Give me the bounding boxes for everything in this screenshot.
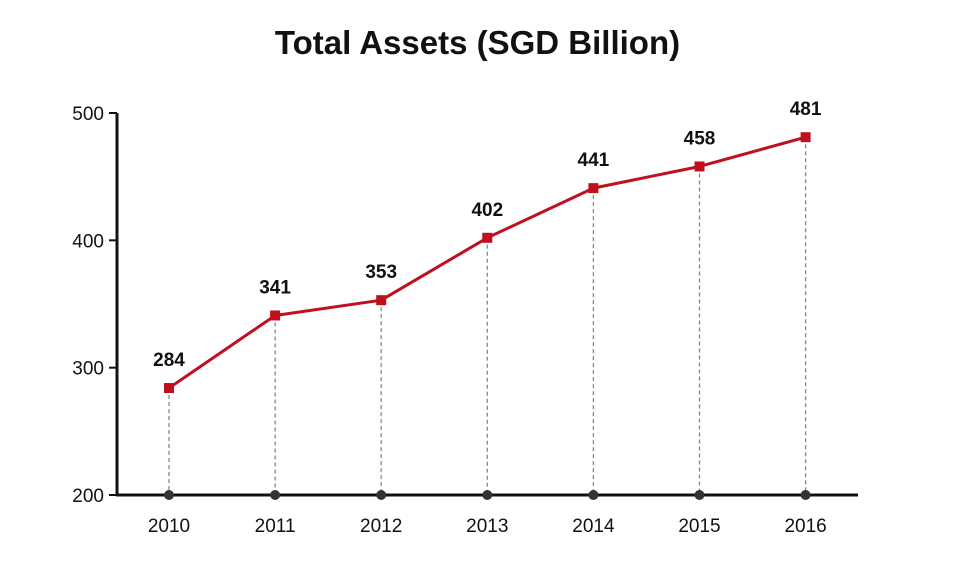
data-point-marker: [164, 383, 174, 394]
data-labels: 284 341 353 402 441 458 481: [153, 99, 822, 371]
baseline-dot: [270, 490, 281, 500]
data-point-marker: [588, 183, 599, 194]
y-tick-label: 500: [72, 104, 104, 125]
baseline-dot: [800, 490, 811, 500]
data-point-marker: [376, 295, 387, 306]
x-tick-label: 2013: [466, 516, 508, 537]
x-tick-label: 2016: [784, 516, 826, 537]
y-tick-label: 200: [72, 486, 104, 507]
baseline-dot: [482, 490, 493, 500]
data-label: 284: [153, 350, 185, 371]
data-point-marker: [482, 232, 493, 243]
baseline-dots: [164, 490, 811, 500]
x-tick-label: 2010: [148, 516, 190, 537]
x-tick-label: 2015: [678, 516, 720, 537]
baseline-dot: [694, 490, 705, 500]
data-label: 441: [578, 150, 610, 171]
x-ticks: 2010 2011 2012 2013 2014 2015 2016: [148, 516, 827, 537]
data-points: [164, 132, 811, 394]
data-point-marker: [800, 132, 811, 143]
chart-title: Total Assets (SGD Billion): [274, 24, 681, 61]
data-label: 402: [471, 200, 503, 221]
x-tick-label: 2012: [360, 516, 402, 537]
x-tick-label: 2014: [572, 516, 615, 537]
data-label: 353: [365, 262, 397, 283]
baseline-dot: [376, 490, 387, 500]
data-label: 341: [259, 277, 291, 298]
data-point-marker: [270, 310, 281, 321]
data-label: 481: [790, 99, 822, 120]
y-tick-label: 400: [72, 231, 104, 252]
y-ticks: 200 300 400 500: [72, 104, 117, 507]
x-tick-label: 2011: [255, 516, 296, 537]
y-tick-label: 300: [72, 359, 104, 380]
baseline-dot: [588, 490, 599, 500]
data-label: 458: [684, 128, 716, 149]
baseline-dot: [164, 490, 174, 500]
drop-lines: [168, 137, 807, 495]
data-point-marker: [694, 161, 705, 172]
